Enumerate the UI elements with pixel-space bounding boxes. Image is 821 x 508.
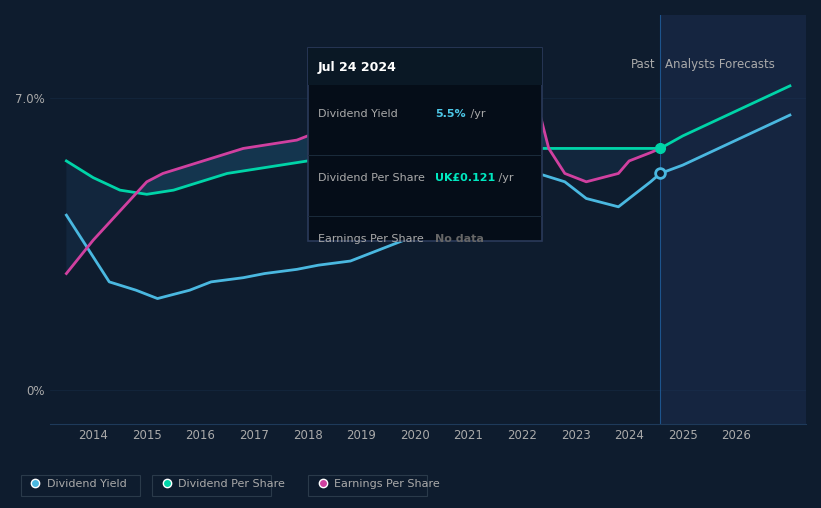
Text: Dividend Yield: Dividend Yield xyxy=(47,479,126,489)
Text: Dividend Yield: Dividend Yield xyxy=(318,109,397,119)
Text: UK£0.121: UK£0.121 xyxy=(435,173,495,183)
Text: Dividend Per Share: Dividend Per Share xyxy=(178,479,285,489)
Text: Earnings Per Share: Earnings Per Share xyxy=(318,234,424,244)
Text: Earnings Per Share: Earnings Per Share xyxy=(334,479,440,489)
Text: Dividend Per Share: Dividend Per Share xyxy=(318,173,424,183)
Text: No data: No data xyxy=(435,234,484,244)
Text: /yr: /yr xyxy=(495,173,514,183)
Text: Analysts Forecasts: Analysts Forecasts xyxy=(664,57,774,71)
Text: /yr: /yr xyxy=(467,109,486,119)
Text: Past: Past xyxy=(631,57,656,71)
Bar xyxy=(660,15,806,424)
Text: 5.5%: 5.5% xyxy=(435,109,466,119)
Text: Jul 24 2024: Jul 24 2024 xyxy=(318,61,397,74)
